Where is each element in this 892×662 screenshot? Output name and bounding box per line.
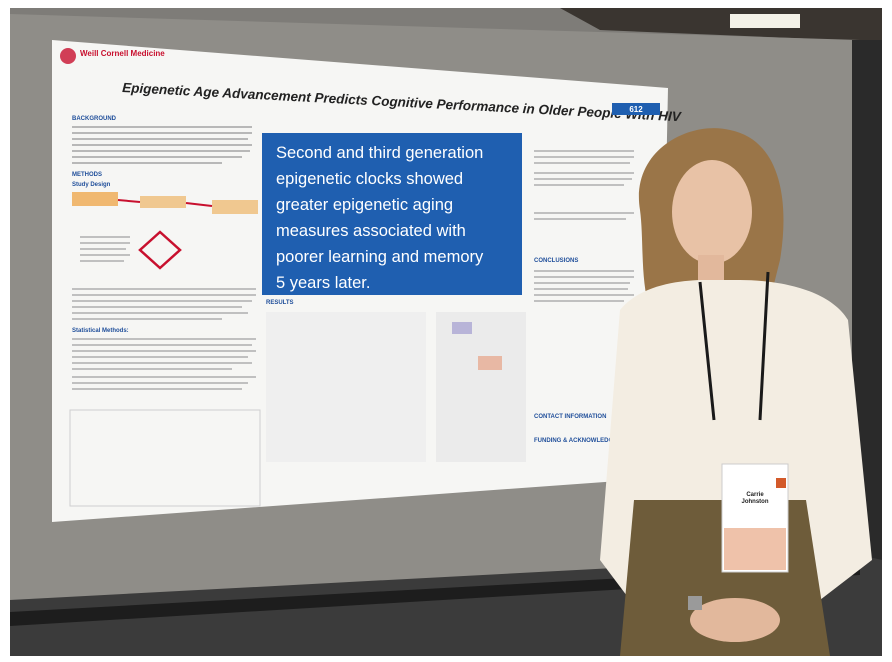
flow-box <box>72 192 118 206</box>
section-heading: CONTACT INFORMATION <box>534 414 606 420</box>
results-table <box>266 312 426 462</box>
section-heading: Statistical Methods: <box>72 328 129 334</box>
highlight-line: measures associated with <box>276 222 466 240</box>
heat-cell <box>452 322 472 334</box>
section-heading: FUNDING & ACKNOWLEDGEMENTS <box>534 438 638 444</box>
section-heading: Study Design <box>72 182 111 188</box>
text-lines <box>72 126 252 164</box>
section-heading: CONCLUSIONS <box>534 258 578 264</box>
ceiling <box>560 8 882 60</box>
text-lines <box>72 236 256 320</box>
text-lines <box>534 150 634 220</box>
highlight-box <box>262 133 522 295</box>
logo-mark <box>60 48 76 64</box>
text-lines <box>534 270 634 302</box>
lanyard <box>698 271 770 421</box>
hands <box>690 598 780 642</box>
section-heading: BACKGROUND <box>72 116 117 122</box>
highlight-line: Second and third generation <box>276 144 483 162</box>
ceiling-light <box>730 14 800 28</box>
highlight-line: poorer learning and memory <box>276 248 484 266</box>
section-heading: METHODS <box>72 172 102 178</box>
table-placeholder <box>69 409 261 507</box>
flow-arrow <box>117 199 141 203</box>
logo: Weill Cornell Medicine <box>80 49 165 58</box>
heat-cell <box>478 356 502 370</box>
section-heading: RESULTS <box>266 300 294 306</box>
results-figure <box>436 312 526 462</box>
highlight-line: epigenetic clocks showed <box>276 170 463 188</box>
text-lines <box>72 338 256 390</box>
badge-art <box>724 528 786 570</box>
flow-box <box>212 200 258 214</box>
highlight-line: greater epigenetic aging <box>276 196 453 214</box>
flow-arrow <box>185 202 213 207</box>
highlight-line: 5 years later. <box>276 274 370 292</box>
badge-logo <box>776 478 786 488</box>
watch <box>688 596 702 610</box>
person <box>600 128 872 656</box>
poster-number: 612 <box>629 105 643 114</box>
flow-box <box>140 196 186 208</box>
diagram-diamond <box>138 230 182 270</box>
face <box>672 160 752 264</box>
badge-name: Carrie <box>746 492 764 498</box>
poster-number-box <box>612 103 660 115</box>
badge-name: Johnston <box>742 499 769 505</box>
